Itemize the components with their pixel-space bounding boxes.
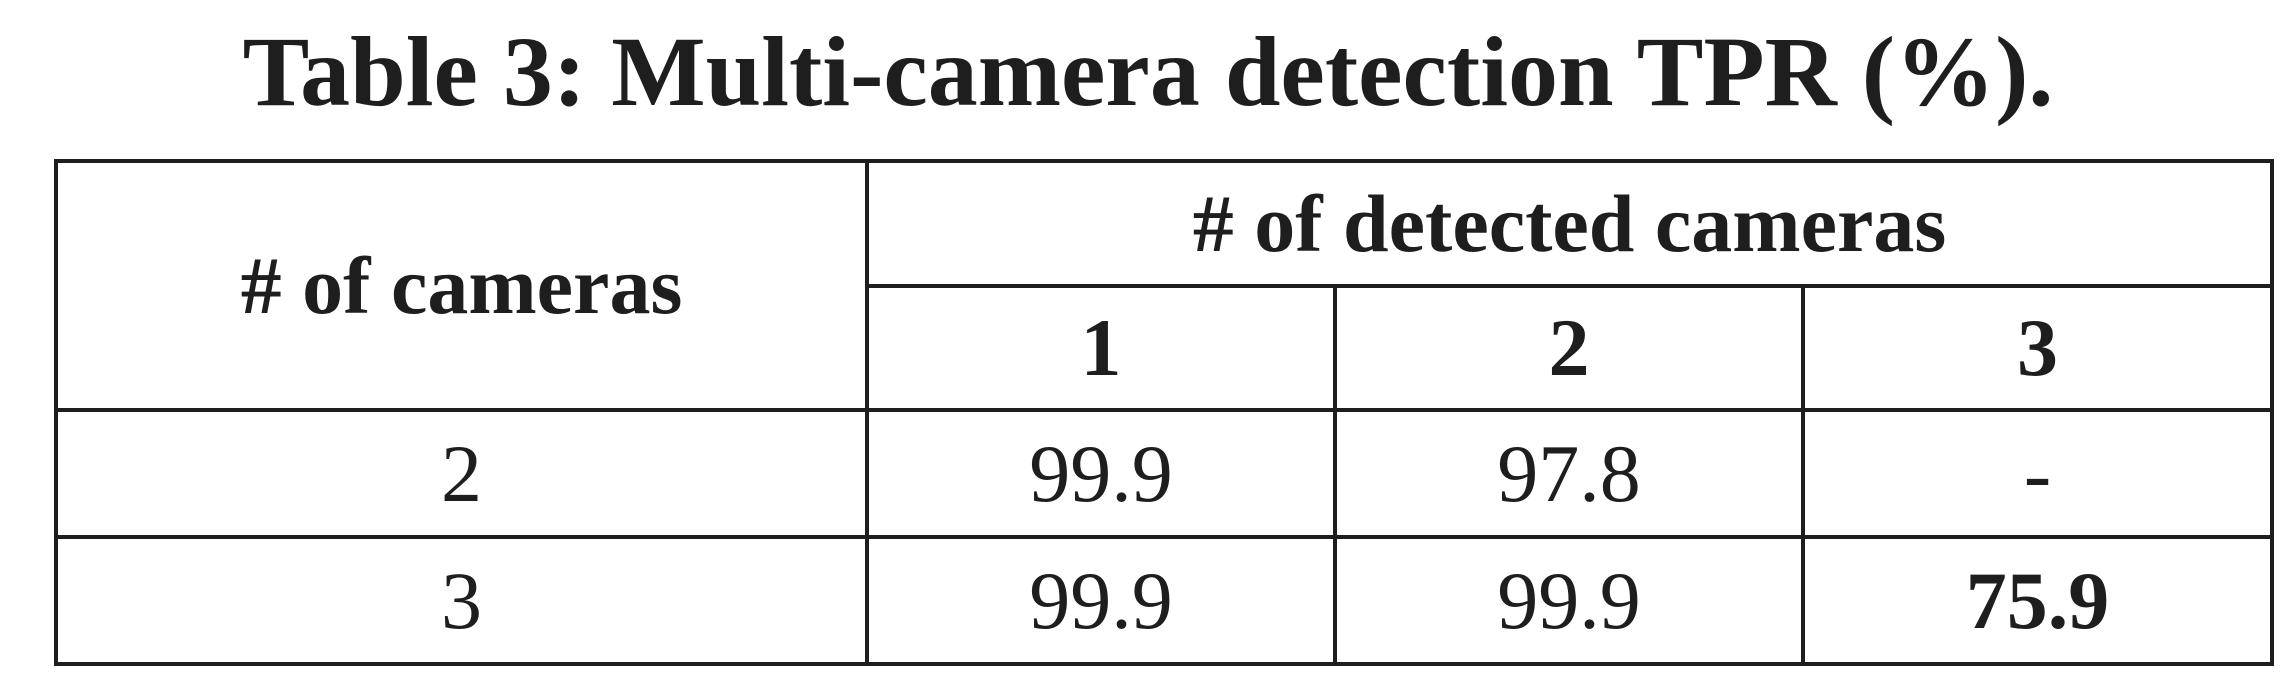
row-label: 2 xyxy=(54,408,869,539)
table-cell: - xyxy=(1800,408,2275,539)
header-row-group: # of cameras # of detected cameras xyxy=(54,159,2275,412)
table-cell: 99.9 xyxy=(865,408,1337,539)
header-row-columns: 1 2 3 xyxy=(56,284,2275,412)
column-header-2: 2 xyxy=(1333,284,1805,412)
table-row: 2 99.9 97.8 - xyxy=(54,408,2275,539)
table-cell-best: 75.9 xyxy=(1800,535,2275,666)
column-header-1: 1 xyxy=(865,284,1337,412)
table-caption: Table 3: Multi-camera detection TPR (%). xyxy=(242,16,2054,127)
group-header-cell: # of detected cameras xyxy=(864,159,2275,288)
column-header-3: 3 xyxy=(1800,284,2275,412)
row-header-cell: # of cameras xyxy=(54,159,869,412)
row-label: 3 xyxy=(54,535,869,666)
table-cell: 99.9 xyxy=(1333,535,1805,666)
table-cell: 99.9 xyxy=(865,535,1337,666)
results-table: # of cameras # of detected cameras 1 2 3… xyxy=(54,159,2275,666)
table-row: 3 99.9 99.9 75.9 xyxy=(54,535,2275,666)
table-cell: 97.8 xyxy=(1333,408,1805,539)
